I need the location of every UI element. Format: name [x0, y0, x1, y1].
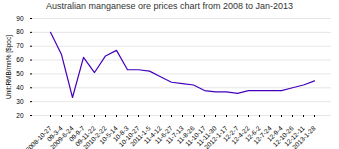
svg-text:30: 30	[16, 98, 24, 105]
svg-text:10-5-14: 10-5-14	[97, 124, 119, 146]
svg-text:12-4-22: 12-4-22	[229, 124, 251, 146]
svg-text:70: 70	[16, 42, 24, 49]
svg-text:09-3-4: 09-3-4	[45, 124, 64, 143]
svg-text:10-10-27: 10-10-27	[117, 124, 141, 148]
svg-text:80: 80	[16, 28, 24, 35]
svg-text:12-12-11: 12-12-11	[282, 124, 306, 148]
svg-text:2011-1-5: 2011-1-5	[128, 124, 152, 148]
svg-text:2013-1-28: 2013-1-28	[291, 124, 317, 149]
svg-text:11-6-27: 11-6-27	[153, 124, 174, 145]
svg-text:11-4-12: 11-4-12	[142, 124, 163, 145]
svg-text:09-9-7: 09-9-7	[67, 124, 86, 143]
html-text:Australian manganese ore price: Australian manganese ore prices chart fr…	[45, 1, 294, 11]
svg-text:40: 40	[16, 84, 24, 91]
svg-text:90: 90	[16, 15, 24, 22]
svg-text:12-9-4: 12-9-4	[265, 124, 284, 143]
svg-text:10-8-3: 10-8-3	[111, 124, 130, 143]
svg-text:12-2-7: 12-2-7	[221, 124, 240, 143]
svg-text:20: 20	[16, 112, 24, 119]
svg-text:12-7-24: 12-7-24	[251, 124, 273, 146]
svg-text:09-11-22: 09-11-22	[73, 124, 97, 148]
svg-text:11-7-13: 11-7-13	[164, 124, 185, 145]
svg-text:12-6-2: 12-6-2	[243, 124, 262, 143]
svg-text:11-10-17: 11-10-17	[183, 124, 207, 148]
svg-text:12-10-26: 12-10-26	[271, 124, 295, 148]
svg-text:Unit:RMB/mn% [$poc]: Unit:RMB/mn% [$poc]	[5, 35, 13, 99]
svg-text:11-11-30: 11-11-30	[195, 124, 218, 148]
svg-text:60: 60	[16, 56, 24, 63]
svg-text:11-8-26: 11-8-26	[175, 124, 196, 145]
svg-text:50: 50	[16, 70, 24, 77]
